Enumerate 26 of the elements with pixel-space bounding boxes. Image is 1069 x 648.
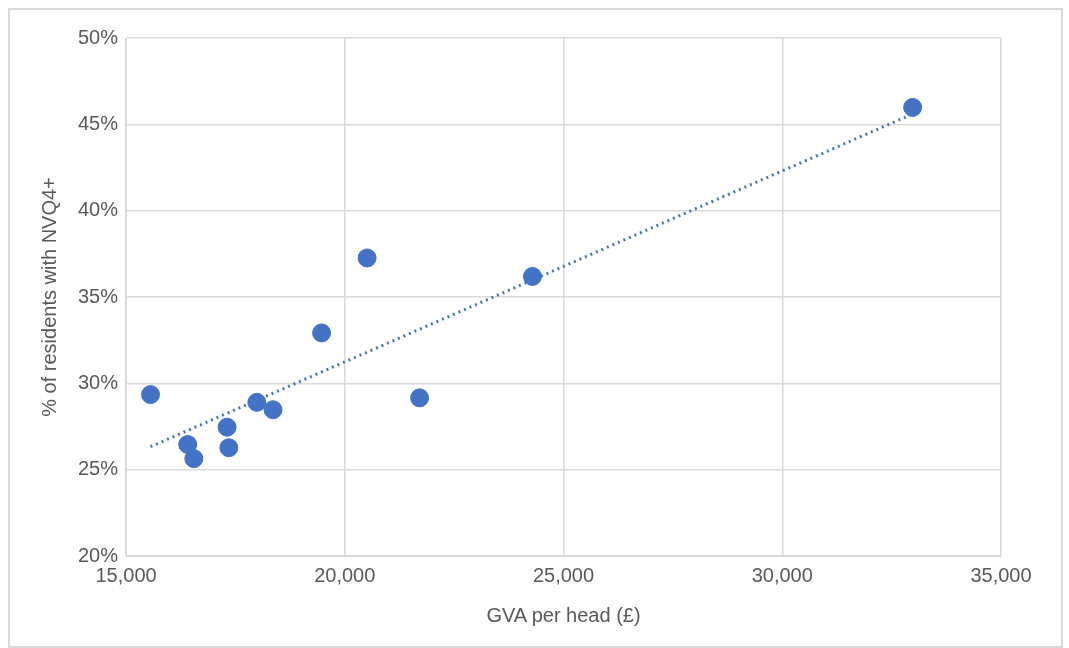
y-tick-label: 30% (78, 370, 119, 393)
x-axis-title: GVA per head (£) (486, 603, 641, 626)
y-tick-label: 40% (78, 198, 119, 221)
point (410, 388, 430, 408)
point (247, 392, 267, 412)
point (219, 438, 239, 458)
point (141, 385, 161, 405)
y-tick-label: 50% (78, 25, 119, 48)
point (312, 323, 332, 343)
y-tick-label: 35% (78, 284, 119, 307)
point (184, 449, 204, 469)
point (217, 417, 237, 437)
x-tick-label: 35,000 (970, 563, 1032, 586)
y-axis-title: % of residents with NVQ4+ (37, 177, 60, 417)
point (263, 400, 283, 420)
x-tick-label: 15,000 (95, 563, 157, 586)
point (522, 266, 542, 286)
point (903, 97, 923, 117)
y-tick-label: 25% (78, 457, 119, 480)
point (178, 434, 198, 454)
point (357, 248, 377, 268)
x-tick-label: 30,000 (751, 563, 813, 586)
y-tick-label: 20% (78, 543, 119, 566)
y-tick-label: 45% (78, 111, 119, 134)
x-tick-label: 20,000 (314, 563, 376, 586)
x-tick-label: 25,000 (532, 563, 595, 586)
